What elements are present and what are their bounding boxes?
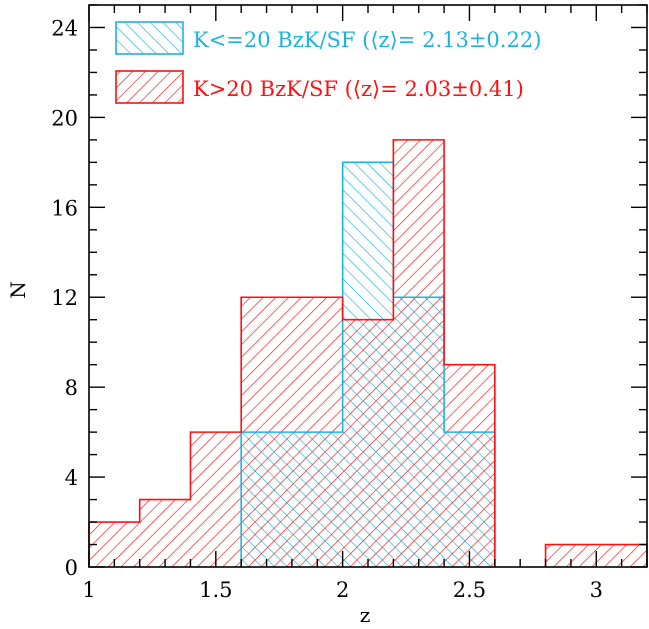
y-tick-label: 8 [65, 376, 78, 400]
legend-swatch-k-faint [115, 70, 184, 104]
bar [139, 499, 191, 567]
histogram-bars [88, 139, 648, 568]
bar [393, 139, 445, 567]
legend-label-k-bright: K<=20 BzK/SF (⟨z⟩= 2.13±0.22) [193, 28, 541, 52]
bar [190, 432, 242, 567]
y-tick-label: 20 [51, 106, 78, 130]
axes: 1 1.5 2 2.5 3 0 4 8 12 16 20 24 [51, 4, 648, 602]
legend-label-k-faint: K>20 BzK/SF (⟨z⟩= 2.03±0.41) [193, 77, 524, 101]
bar [545, 544, 597, 567]
x-tick-label: 1.5 [199, 578, 232, 602]
y-tick-label: 12 [51, 286, 78, 310]
y-tick-label: 24 [51, 16, 78, 40]
y-axis-title: N [6, 281, 30, 299]
bar [342, 319, 394, 567]
x-tick-label: 2 [336, 578, 349, 602]
legend: K<=20 BzK/SF (⟨z⟩= 2.13±0.22) K>20 BzK/S… [115, 21, 541, 104]
x-tick-label: 1 [82, 578, 95, 602]
legend-swatch-k-bright [115, 21, 184, 55]
x-tick-label: 2.5 [453, 578, 486, 602]
y-tick-label: 0 [65, 556, 78, 580]
x-tick-label: 3 [590, 578, 603, 602]
bar [596, 544, 647, 567]
y-tick-label: 4 [65, 466, 78, 490]
bar [444, 364, 495, 567]
y-tick-label: 16 [51, 196, 78, 220]
x-axis-title: z [360, 603, 371, 627]
